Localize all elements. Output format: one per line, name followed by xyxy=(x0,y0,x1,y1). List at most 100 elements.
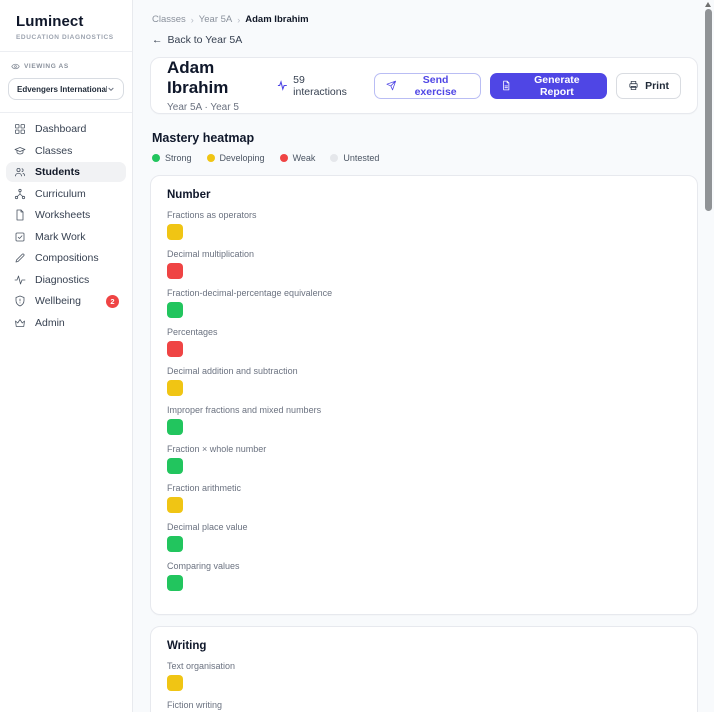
document-icon xyxy=(14,209,26,221)
print-button[interactable]: Print xyxy=(616,72,681,99)
breadcrumb: Classes › Year 5A › Adam Ibrahim xyxy=(152,14,698,25)
skill-row: Decimal multiplication xyxy=(167,249,681,279)
heatmap-legend: Strong Developing Weak Untested xyxy=(152,153,698,163)
button-label: Send exercise xyxy=(414,73,457,98)
legend-label: Weak xyxy=(292,153,316,163)
skill-label: Decimal multiplication xyxy=(167,249,255,259)
sidebar-item-diagnostics[interactable]: Diagnostics xyxy=(6,270,126,290)
mastery-chip-weak[interactable] xyxy=(167,341,183,357)
breadcrumb-item[interactable]: Year 5A xyxy=(198,14,233,25)
breadcrumb-item: Adam Ibrahim xyxy=(245,14,309,25)
sidebar-item-label: Diagnostics xyxy=(35,273,90,286)
check-square-icon xyxy=(14,231,26,243)
pencil-icon xyxy=(14,252,26,264)
sidebar-item-label: Compositions xyxy=(35,252,99,264)
sidebar-item-label: Wellbeing xyxy=(35,295,81,307)
send-exercise-button[interactable]: Send exercise xyxy=(373,72,482,99)
skill-row: Fractions as operators xyxy=(167,210,681,240)
student-subtitle: Year 5A · Year 5 xyxy=(167,102,239,113)
sidebar-item-label: Worksheets xyxy=(35,209,91,221)
sidebar-item-dashboard[interactable]: Dashboard xyxy=(6,119,126,139)
sidebar-item-label: Curriculum xyxy=(35,187,86,200)
skill-label: Fraction arithmetic xyxy=(167,483,242,493)
app-tagline: EDUCATION DIAGNOSTICS xyxy=(16,34,114,41)
viewing-as-label: VIEWING AS xyxy=(8,62,124,71)
mastery-chip-developing[interactable] xyxy=(167,497,183,513)
legend-label: Untested xyxy=(343,153,380,163)
pencil-icon xyxy=(15,253,25,263)
sidebar-item-label: Classes xyxy=(35,144,73,157)
sidebar-item-label: Dashboard xyxy=(35,123,87,135)
activity-icon xyxy=(14,274,26,286)
hierarchy-icon xyxy=(14,188,26,199)
legend-item-weak: Weak xyxy=(279,153,316,163)
hierarchy-icon xyxy=(14,188,26,200)
student-name: Adam Ibrahim xyxy=(167,58,229,97)
skill-row: Text organisation xyxy=(167,661,681,691)
mastery-chip-weak[interactable] xyxy=(167,263,183,279)
grid-icon xyxy=(14,123,26,135)
back-to-class-link[interactable]: ← Back to Year 5A xyxy=(152,34,243,46)
strong-dot xyxy=(152,154,160,162)
skill-label: Text organisation xyxy=(167,661,236,671)
skill-row: Comparing values xyxy=(167,561,681,591)
report-icon xyxy=(503,80,510,91)
sidebar-item-students[interactable]: Students xyxy=(6,162,126,182)
generate-report-button[interactable]: Generate Report xyxy=(490,72,608,99)
mastery-chip-strong[interactable] xyxy=(167,419,183,435)
app-name: Luminect xyxy=(16,13,84,30)
sidebar-item-admin[interactable]: Admin xyxy=(6,313,126,333)
heatmap-section-number: Number Fractions as operators Decimal mult… xyxy=(150,175,698,615)
activity-icon xyxy=(14,275,26,284)
interactions-count: 59 interactions xyxy=(277,74,359,98)
sidebar-item-worksheets[interactable]: Worksheets xyxy=(6,205,126,225)
legend-item-untested: Untested xyxy=(330,153,379,163)
skill-label: Comparing values xyxy=(167,561,240,571)
graduation-cap-icon xyxy=(14,145,26,157)
sidebar-nav: Dashboard Classes Students Curriculum Worksh… xyxy=(0,113,132,340)
skill-label: Improper fractions and mixed numbers xyxy=(167,405,322,415)
sidebar-item-curriculum[interactable]: Curriculum xyxy=(6,184,126,204)
sidebar-item-mark-work[interactable]: Mark Work xyxy=(6,227,126,247)
skill-label: Percentages xyxy=(167,327,218,337)
scrollbar[interactable] xyxy=(704,0,713,712)
mastery-chip-strong[interactable] xyxy=(167,575,183,591)
sidebar-item-compositions[interactable]: Compositions xyxy=(6,248,126,268)
grid-icon xyxy=(15,124,25,134)
mastery-chip-strong[interactable] xyxy=(167,302,183,318)
sidebar-item-classes[interactable]: Classes xyxy=(6,141,126,161)
skill-label: Decimal addition and subtraction xyxy=(167,366,298,376)
weak-dot xyxy=(279,154,288,162)
chevron-down-icon xyxy=(108,87,114,92)
mastery-chip-developing[interactable] xyxy=(167,380,183,396)
breadcrumb-item[interactable]: Classes xyxy=(152,14,186,25)
skill-row: Fraction × whole number xyxy=(167,444,681,474)
scrollbar-up-arrow[interactable] xyxy=(705,2,711,7)
breadcrumb-separator: › xyxy=(237,14,241,25)
legend-item-developing: Developing xyxy=(206,153,265,163)
skill-row: Improper fractions and mixed numbers xyxy=(167,405,681,435)
mastery-chip-strong[interactable] xyxy=(167,536,183,552)
mastery-chip-developing[interactable] xyxy=(167,675,183,691)
organisation-select[interactable]: Edvengers International (m xyxy=(8,78,124,100)
document-icon xyxy=(16,209,24,221)
skill-row: Decimal addition and subtraction xyxy=(167,366,681,396)
legend-item-strong: Strong xyxy=(152,153,192,163)
mastery-chip-developing[interactable] xyxy=(167,224,183,240)
mastery-heatmap-title: Mastery heatmap xyxy=(152,131,255,145)
send-icon xyxy=(385,80,396,91)
breadcrumb-separator: › xyxy=(190,14,194,25)
mastery-chip-strong[interactable] xyxy=(167,458,183,474)
scrollbar-thumb[interactable] xyxy=(705,9,712,211)
skill-row: Fraction-decimal-percentage equivalence xyxy=(167,288,681,318)
button-label: Print xyxy=(645,79,669,92)
sidebar-item-label: Mark Work xyxy=(35,230,86,243)
users-icon xyxy=(15,168,26,177)
sidebar-item-wellbeing[interactable]: Wellbeing 2 xyxy=(6,291,126,311)
check-square-icon xyxy=(15,232,25,241)
sidebar-item-label: Students xyxy=(35,166,80,178)
skill-label: Fraction × whole number xyxy=(167,444,267,454)
sidebar-item-label: Admin xyxy=(35,316,65,329)
skill-label: Fiction writing xyxy=(167,700,223,710)
